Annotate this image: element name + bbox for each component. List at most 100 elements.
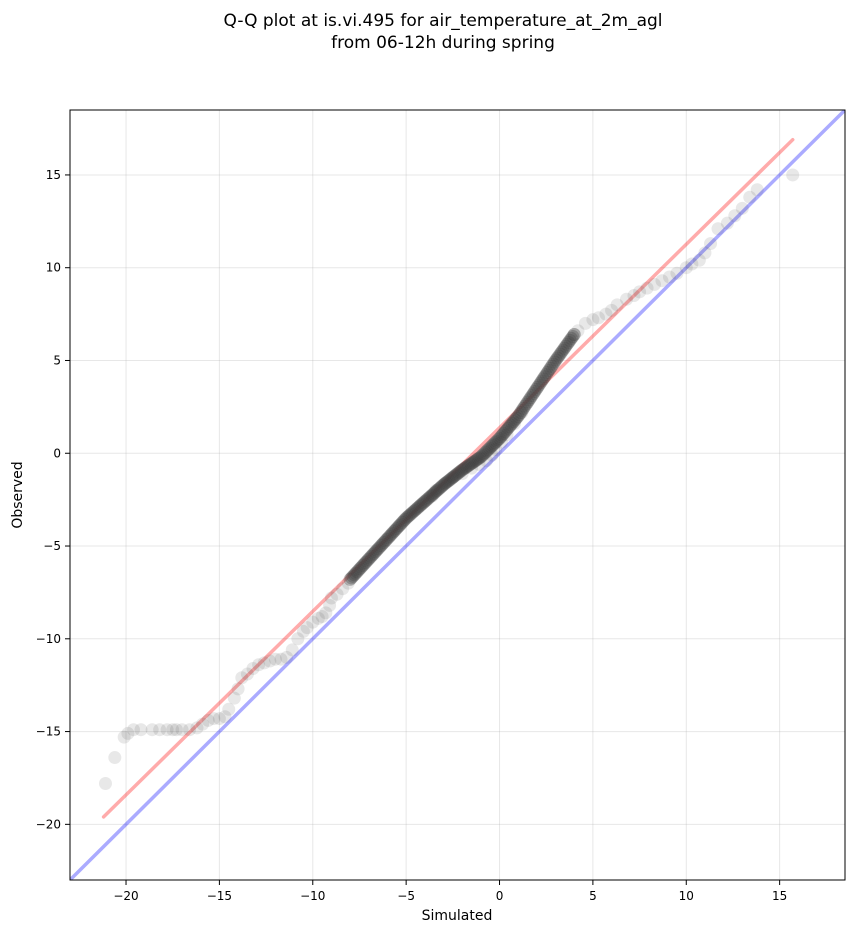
x-tick-label: 0 <box>496 889 504 903</box>
qq-point <box>478 445 492 459</box>
qq-point <box>538 370 552 384</box>
qq-point <box>497 426 511 440</box>
qq-point <box>377 535 391 549</box>
qq-point <box>390 522 404 536</box>
qq-point <box>535 374 549 388</box>
qq-point <box>366 548 380 562</box>
qq-point <box>698 246 712 260</box>
qq-point <box>306 615 320 629</box>
qq-point <box>415 497 429 511</box>
qq-point <box>368 545 382 559</box>
qq-point <box>480 444 494 458</box>
qq-point <box>501 421 515 435</box>
qq-point <box>373 540 387 554</box>
qq-point <box>454 464 468 478</box>
qq-point <box>414 498 428 512</box>
qq-point <box>394 517 408 531</box>
qq-point <box>502 420 516 434</box>
qq-point <box>446 470 460 484</box>
qq-point <box>383 529 397 543</box>
qq-point <box>508 413 522 427</box>
qq-point <box>728 209 742 223</box>
qq-point <box>511 410 525 424</box>
qq-point <box>648 277 662 291</box>
qq-point <box>547 355 561 369</box>
qq-point <box>480 444 494 458</box>
qq-point <box>145 723 159 737</box>
qq-point <box>529 382 543 396</box>
qq-point <box>522 393 536 407</box>
qq-point <box>399 511 413 525</box>
qq-point <box>367 546 381 560</box>
qq-point <box>457 461 471 475</box>
qq-point <box>495 428 509 442</box>
qq-point <box>356 559 370 573</box>
qq-point <box>370 543 384 557</box>
qq-point <box>515 403 529 417</box>
qq-point <box>495 428 509 442</box>
qq-point <box>347 568 361 582</box>
qq-point <box>399 511 413 525</box>
qq-point <box>556 343 570 357</box>
qq-point <box>484 440 498 454</box>
qq-point <box>533 376 547 390</box>
qq-point <box>374 539 388 553</box>
qq-point <box>474 450 488 464</box>
qq-point <box>512 408 526 422</box>
qq-point <box>571 324 585 338</box>
qq-point <box>484 440 498 454</box>
qq-point <box>463 458 477 472</box>
qq-point <box>519 397 533 411</box>
qq-point <box>473 451 487 465</box>
qq-point <box>360 554 374 568</box>
qq-point <box>404 507 418 521</box>
qq-point <box>526 387 540 401</box>
qq-point <box>370 543 384 557</box>
x-axis-label: Simulated <box>422 908 493 924</box>
y-tick-label: −20 <box>36 817 61 831</box>
qq-point <box>401 510 415 524</box>
qq-point <box>456 462 470 476</box>
qq-point <box>563 333 577 347</box>
qq-point <box>449 468 463 482</box>
qq-point <box>352 563 366 577</box>
qq-point <box>459 461 473 475</box>
qq-point <box>446 470 460 484</box>
qq-point <box>363 551 377 565</box>
qq-point <box>491 433 505 447</box>
qq-point <box>522 393 536 407</box>
qq-point <box>428 486 442 500</box>
qq-point <box>498 425 512 439</box>
x-tick-label: 5 <box>589 889 597 903</box>
qq-point <box>478 445 492 459</box>
qq-point <box>402 508 416 522</box>
qq-point <box>360 554 374 568</box>
qq-point <box>357 557 371 571</box>
qq-point <box>350 565 364 579</box>
qq-point <box>550 351 564 365</box>
qq-point <box>371 542 385 556</box>
qq-point <box>436 478 450 492</box>
qq-point <box>392 519 406 533</box>
qq-point <box>471 452 485 466</box>
chart-title-line2: from 06-12h during spring <box>331 33 555 53</box>
qq-point <box>447 469 461 483</box>
qq-point <box>498 425 512 439</box>
qq-point <box>547 355 561 369</box>
qq-point <box>487 437 501 451</box>
qq-point <box>502 420 516 434</box>
qq-point <box>431 483 445 497</box>
qq-point <box>494 430 508 444</box>
qq-point <box>521 395 535 409</box>
qq-point <box>385 526 399 540</box>
qq-point <box>454 464 468 478</box>
qq-point <box>407 505 421 519</box>
qq-point <box>485 438 499 452</box>
qq-point <box>528 384 542 398</box>
qq-point <box>453 465 467 479</box>
qq-point <box>556 343 570 357</box>
qq-point <box>488 436 502 450</box>
qq-point <box>381 531 395 545</box>
x-tick-label: −5 <box>397 889 415 903</box>
qq-point <box>555 345 569 359</box>
